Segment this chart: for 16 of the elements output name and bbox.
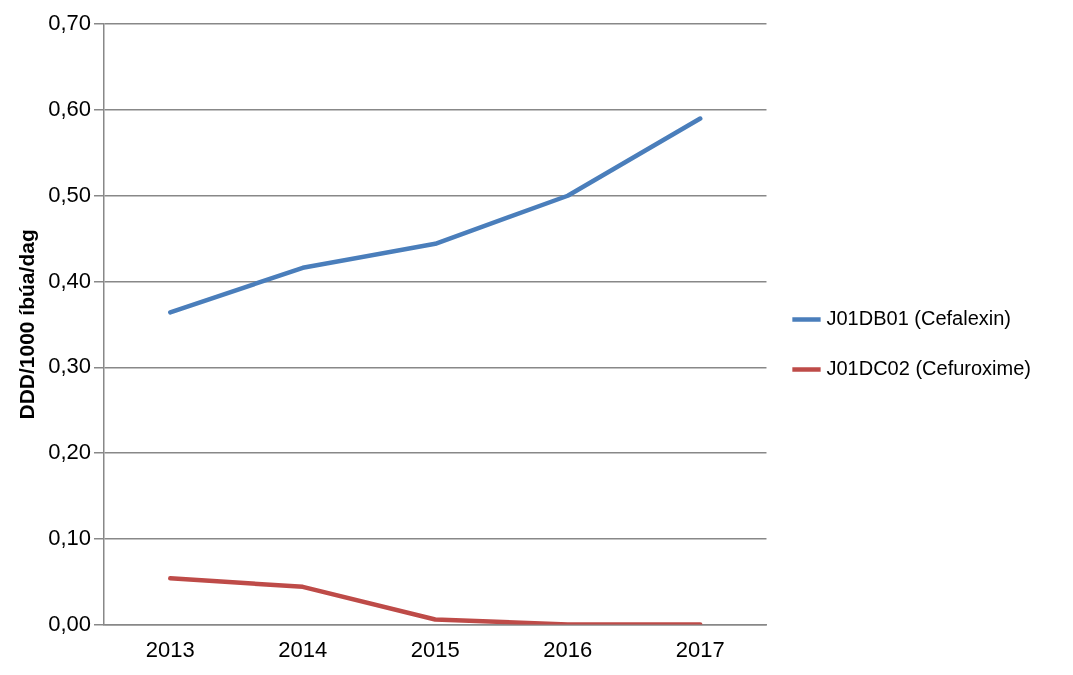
x-tick-label: 2017 xyxy=(675,636,725,662)
y-tick-label: 0,00 xyxy=(48,610,92,636)
y-axis-title: DDD/1000 íbúa/dag xyxy=(15,229,39,420)
y-tick-label: 0,20 xyxy=(48,439,92,465)
x-tick-label: 2016 xyxy=(543,636,593,662)
legend-label: J01DC02 (Cefuroxime) xyxy=(826,357,1031,380)
x-tick-label: 2015 xyxy=(410,636,460,662)
y-tick-label: 0,10 xyxy=(48,524,92,550)
legend-label: J01DB01 (Cefalexin) xyxy=(826,307,1012,330)
x-tick-label: 2013 xyxy=(145,636,195,662)
y-tick-label: 0,50 xyxy=(48,181,92,207)
y-tick-label: 0,70 xyxy=(48,10,92,36)
y-tick-label: 0,30 xyxy=(48,353,92,379)
y-tick-label: 0,60 xyxy=(48,96,92,122)
y-tick-label: 0,40 xyxy=(48,267,92,293)
x-tick-label: 2014 xyxy=(278,636,328,662)
